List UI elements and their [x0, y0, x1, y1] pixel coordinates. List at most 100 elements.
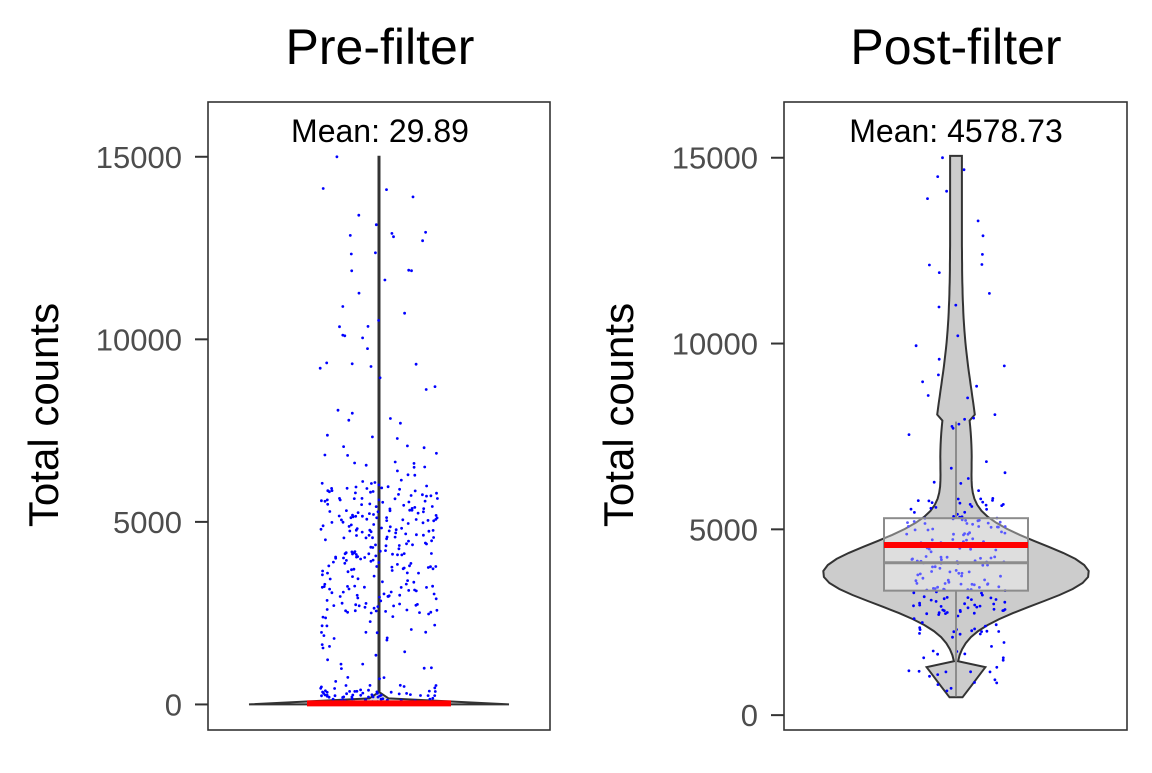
data-point: [392, 235, 395, 239]
data-point: [320, 631, 323, 634]
data-point: [426, 566, 430, 569]
data-point: [325, 693, 329, 697]
data-point: [359, 693, 363, 697]
data-point: [917, 669, 921, 673]
data-point: [344, 609, 347, 613]
data-point: [385, 519, 389, 522]
data-point: [351, 575, 354, 578]
data-point: [909, 507, 913, 511]
data-point: [374, 505, 378, 508]
data-point: [354, 491, 357, 495]
data-point: [328, 577, 332, 581]
data-point: [342, 556, 345, 560]
y-tick-label: 5000: [113, 505, 182, 540]
data-point: [910, 558, 914, 561]
data-point: [942, 597, 946, 601]
data-point: [367, 695, 370, 699]
data-point: [374, 251, 377, 255]
data-point: [424, 388, 428, 391]
data-point: [368, 684, 372, 687]
data-point: [941, 156, 944, 160]
data-point: [390, 569, 394, 572]
data-point: [360, 530, 364, 534]
data-point: [920, 621, 924, 624]
data-point: [938, 566, 942, 570]
data-point: [323, 453, 327, 457]
data-point: [360, 497, 364, 500]
data-point: [354, 514, 358, 518]
data-point: [981, 253, 984, 256]
data-point: [371, 536, 374, 540]
data-point: [361, 480, 365, 483]
data-point: [332, 637, 336, 640]
data-point: [985, 460, 988, 463]
data-point: [337, 514, 341, 518]
data-point: [423, 499, 427, 503]
data-point: [371, 490, 375, 493]
data-point: [355, 527, 359, 530]
data-point: [431, 696, 435, 700]
pre-filter-plot-area: [248, 155, 510, 707]
data-point: [326, 658, 329, 662]
data-point: [363, 605, 367, 609]
data-point: [907, 669, 911, 673]
data-point: [367, 552, 371, 556]
data-point: [340, 518, 343, 522]
data-point: [426, 519, 430, 522]
data-point: [371, 558, 375, 562]
data-point: [350, 269, 354, 273]
data-point: [413, 473, 417, 477]
data-point: [330, 489, 334, 492]
y-tick-label: 15000: [96, 140, 182, 175]
data-point: [1000, 530, 1003, 534]
data-point: [347, 418, 351, 422]
data-point: [945, 555, 949, 559]
data-point: [977, 525, 981, 528]
data-point: [414, 518, 418, 521]
data-point: [355, 555, 358, 559]
data-point: [402, 503, 406, 507]
data-point: [952, 515, 955, 518]
data-point: [354, 603, 358, 607]
data-point: [369, 530, 373, 534]
data-point: [414, 362, 418, 366]
data-point: [1003, 471, 1007, 475]
data-point: [1002, 641, 1006, 644]
data-point: [346, 676, 350, 679]
data-point: [986, 563, 989, 567]
post-filter-mean-label: Mean: 4578.73: [849, 113, 1063, 149]
data-point: [344, 684, 348, 687]
data-point: [326, 571, 329, 575]
data-point: [339, 662, 343, 666]
data-point: [373, 481, 377, 484]
y-tick-label: 10000: [672, 327, 758, 362]
data-point: [334, 680, 338, 683]
data-point: [354, 485, 358, 489]
data-point: [916, 573, 920, 577]
data-point: [396, 563, 399, 566]
data-point: [355, 689, 359, 693]
data-point: [365, 487, 369, 490]
data-point: [406, 444, 409, 448]
data-point: [356, 577, 360, 581]
data-point: [963, 417, 966, 421]
data-point: [348, 690, 351, 693]
data-point: [375, 565, 379, 568]
data-point: [914, 344, 918, 348]
data-point: [353, 461, 356, 465]
data-point: [1003, 608, 1007, 611]
data-point: [328, 510, 332, 513]
data-point: [954, 303, 958, 307]
data-point: [983, 578, 986, 582]
data-point: [972, 583, 976, 587]
data-point: [435, 451, 438, 455]
data-point: [367, 533, 371, 537]
data-point: [371, 695, 375, 699]
data-point: [319, 527, 323, 531]
data-point: [916, 499, 920, 502]
data-point: [426, 694, 430, 697]
data-point: [375, 690, 379, 694]
data-point: [433, 385, 437, 388]
data-point: [351, 513, 354, 517]
data-point: [939, 555, 943, 559]
